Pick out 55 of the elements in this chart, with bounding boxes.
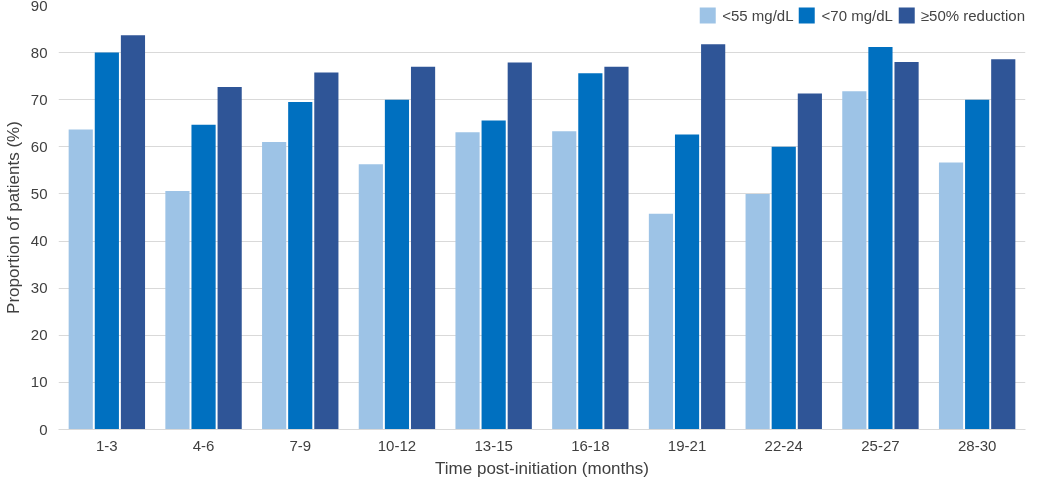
bar [120,35,146,430]
bar [481,120,506,430]
bar [94,52,119,430]
y-tick-label: 10 [30,373,48,391]
bar [648,213,674,430]
y-tick-label: 80 [30,43,48,61]
y-tick-label: 30 [30,279,48,297]
bar [552,131,577,430]
x-tick-label: 4-6 [192,436,215,454]
bar [938,162,964,430]
bar [745,193,770,430]
y-tick-label: 40 [30,232,48,250]
legend-label: ≥50% reduction [920,6,1025,24]
y-axis-title: Proportion of patients (%) [3,121,23,314]
bar [358,164,383,430]
bar [455,132,480,430]
x-tick-label: 10-12 [377,436,417,454]
bar [384,99,410,430]
bar [674,134,700,430]
bar [410,66,436,430]
bar [68,129,93,430]
x-tick-label: 1-3 [96,436,118,454]
x-tick-label: 28-30 [957,436,997,454]
legend-label: <70 mg/dL [821,6,893,24]
bar [894,62,919,430]
bar [991,59,1016,430]
x-tick-label: 22-24 [764,436,803,454]
x-tick-label: 16-18 [571,436,610,454]
x-axis-title: Time post-initiation (months) [435,458,649,478]
bar [868,46,893,430]
bar [604,66,629,430]
y-tick-label: 0 [39,420,48,438]
bar [842,91,867,430]
y-tick-label: 70 [30,90,48,108]
bar [797,93,822,430]
x-tick-label: 13-15 [474,436,513,454]
legend-label: <55 mg/dL [722,6,794,24]
bar [262,142,287,430]
bar [165,191,190,430]
y-tick-label: 50 [30,184,48,202]
bar [217,87,242,430]
bar [701,44,726,430]
y-tick-label: 20 [30,326,48,344]
y-tick-label: 90 [30,0,48,14]
bar [507,62,532,430]
x-tick-label: 7-9 [289,436,312,454]
x-tick-label: 25-27 [861,436,900,454]
bar [965,99,990,430]
bar [314,72,339,430]
bar [288,102,313,430]
bar [191,124,216,430]
bar [771,146,796,430]
y-tick-label: 60 [30,137,48,155]
bar [578,73,603,430]
x-tick-label: 19-21 [667,436,707,454]
